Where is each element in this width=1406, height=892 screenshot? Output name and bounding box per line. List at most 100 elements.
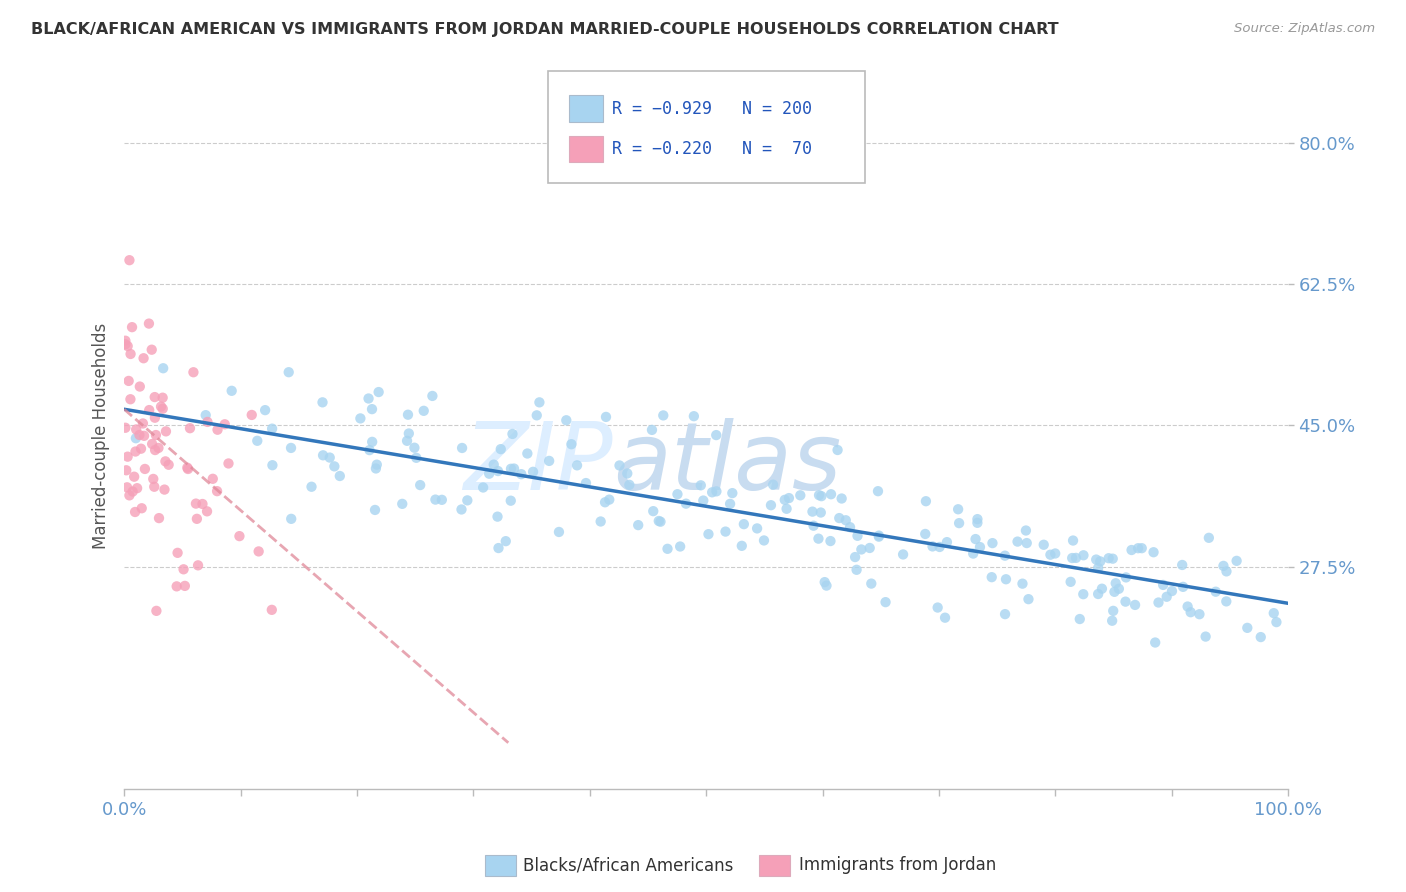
Point (666, 487, 689, 501)
Point (1123, 598, 1146, 612)
Point (1032, 538, 1054, 552)
Point (349, 411, 371, 425)
Point (846, 529, 869, 543)
Point (1007, 534, 1029, 549)
Point (246, 434, 269, 448)
Point (868, 530, 890, 544)
Point (650, 515, 672, 529)
Point (260, 603, 283, 617)
Point (187, 558, 209, 573)
Point (555, 413, 578, 427)
Point (152, 391, 174, 405)
Point (1171, 580, 1194, 594)
Point (510, 467, 533, 482)
Point (121, 320, 143, 334)
Point (143, 410, 166, 425)
Point (609, 458, 631, 473)
Point (733, 517, 755, 532)
Point (810, 506, 832, 520)
Point (619, 478, 641, 492)
Point (357, 392, 380, 406)
Point (176, 460, 198, 475)
Point (1062, 551, 1084, 566)
Text: R = −0.220   N =  70: R = −0.220 N = 70 (612, 140, 811, 158)
Point (197, 415, 219, 429)
Point (409, 478, 432, 492)
Point (706, 484, 728, 499)
Point (486, 509, 509, 524)
Point (1161, 584, 1184, 599)
Text: Immigrants from Jordan: Immigrants from Jordan (799, 856, 995, 874)
Point (207, 423, 229, 437)
Point (1126, 541, 1149, 556)
Point (702, 485, 724, 500)
Point (138, 403, 160, 417)
Point (810, 489, 832, 503)
Point (166, 579, 188, 593)
Point (148, 441, 170, 455)
Point (221, 384, 243, 398)
Point (966, 516, 988, 530)
Point (277, 365, 299, 379)
Point (132, 351, 155, 366)
Point (311, 395, 333, 409)
Point (262, 422, 284, 436)
Point (124, 505, 146, 519)
Point (430, 492, 453, 507)
Point (152, 401, 174, 416)
Point (152, 361, 174, 376)
Point (367, 385, 389, 400)
Point (948, 516, 970, 530)
Point (412, 404, 434, 418)
Point (166, 546, 188, 560)
Point (396, 408, 419, 422)
Point (127, 481, 149, 495)
Point (692, 493, 714, 508)
Point (141, 437, 163, 451)
Point (134, 462, 156, 476)
Point (404, 441, 426, 455)
Point (1059, 574, 1081, 589)
Y-axis label: Married-couple Households: Married-couple Households (93, 322, 110, 549)
Point (280, 441, 302, 455)
Point (762, 477, 785, 491)
Point (142, 472, 165, 486)
Point (425, 492, 447, 507)
Point (489, 442, 512, 457)
Point (121, 484, 143, 499)
Point (859, 541, 882, 555)
Point (359, 443, 381, 458)
Point (125, 422, 148, 436)
Point (114, 334, 136, 348)
Point (1180, 605, 1202, 619)
Point (186, 512, 208, 526)
Point (721, 486, 744, 500)
Point (173, 562, 195, 576)
Point (598, 492, 620, 507)
Point (994, 549, 1017, 563)
Point (529, 395, 551, 409)
Point (391, 497, 413, 511)
Point (641, 423, 664, 437)
Point (1101, 551, 1123, 566)
Text: ZIP: ZIP (464, 418, 613, 509)
Point (815, 579, 838, 593)
Point (177, 462, 200, 476)
Point (155, 425, 177, 439)
Point (704, 428, 727, 442)
Point (143, 390, 166, 404)
Point (1108, 582, 1130, 596)
Point (831, 491, 853, 506)
Point (499, 462, 522, 476)
Point (1171, 558, 1194, 572)
Point (827, 442, 849, 457)
Text: atlas: atlas (613, 418, 841, 509)
Point (1101, 614, 1123, 628)
Point (179, 421, 201, 435)
Point (1104, 584, 1126, 599)
Point (714, 524, 737, 539)
Point (486, 464, 509, 478)
Point (1156, 590, 1178, 604)
Point (928, 540, 950, 554)
Point (994, 572, 1017, 586)
